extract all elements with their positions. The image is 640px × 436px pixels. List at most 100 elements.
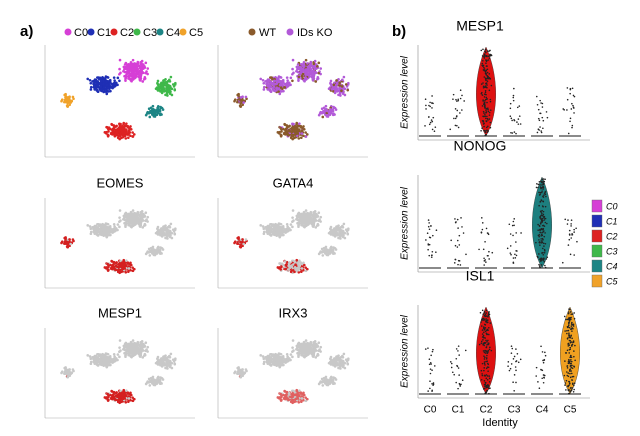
cell-point <box>131 76 134 79</box>
cell-point <box>127 215 130 218</box>
cell-point <box>241 95 244 98</box>
cell-point <box>342 236 345 239</box>
cell-point <box>332 106 335 109</box>
cell-point <box>432 251 434 253</box>
cell-point <box>107 76 110 79</box>
cell-point <box>280 353 283 356</box>
cell-point <box>148 254 151 257</box>
cell-point <box>293 137 296 140</box>
cell-point <box>263 362 266 365</box>
cell-point <box>131 266 134 269</box>
cell-point <box>123 66 126 69</box>
cell-point <box>488 55 490 57</box>
cell-point <box>291 356 294 359</box>
cell-point <box>483 76 485 78</box>
cell-point <box>543 120 545 122</box>
cell-point <box>294 128 297 131</box>
cell-point <box>278 352 281 355</box>
cell-point <box>300 270 303 273</box>
cell-point <box>241 368 244 371</box>
cell-point <box>323 247 326 250</box>
cell-point <box>300 392 303 395</box>
cell-point <box>165 227 168 230</box>
cell-point <box>539 100 541 102</box>
cell-point <box>129 392 132 395</box>
cell-point <box>485 74 487 76</box>
cell-point <box>431 95 433 97</box>
cell-point <box>485 130 487 132</box>
cell-point <box>123 345 126 348</box>
cell-point <box>312 221 315 224</box>
cell-point <box>128 397 131 400</box>
cell-point <box>297 355 300 358</box>
cell-point <box>106 133 109 136</box>
cell-point <box>488 59 490 61</box>
cell-point <box>106 398 109 401</box>
cell-point <box>141 66 144 69</box>
cell-point <box>106 268 109 271</box>
cell-point <box>263 232 266 235</box>
cell-point <box>519 115 521 117</box>
cell-point <box>455 222 457 224</box>
cell-point <box>110 86 113 89</box>
cell-point <box>312 342 315 345</box>
cell-point <box>97 223 100 226</box>
cell-point <box>146 216 149 219</box>
cell-point <box>286 223 289 226</box>
cell-point <box>341 355 344 358</box>
cell-point <box>279 393 282 396</box>
cell-point <box>61 370 64 373</box>
tsne-plot <box>45 45 195 157</box>
cell-point <box>319 216 322 219</box>
cell-point <box>516 121 518 123</box>
cell-point <box>122 122 125 125</box>
cell-point <box>339 236 342 239</box>
panel-label: b) <box>392 23 406 40</box>
cell-point <box>295 218 298 221</box>
cell-point <box>329 252 332 255</box>
cell-point <box>133 342 136 345</box>
cell-point <box>122 259 125 262</box>
cell-point <box>461 226 463 228</box>
cell-point <box>291 395 294 398</box>
cell-point <box>485 90 487 92</box>
tsne-plot <box>218 198 368 288</box>
cell-point <box>454 262 456 264</box>
cell-point <box>125 76 128 79</box>
cell-point <box>457 264 459 266</box>
cell-point <box>290 136 293 139</box>
cell-point <box>454 259 456 261</box>
cell-point <box>301 75 304 78</box>
cell-point <box>168 85 171 88</box>
cell-point <box>100 360 103 363</box>
cell-point <box>105 131 108 134</box>
cell-point <box>266 85 269 88</box>
cell-point <box>489 90 491 92</box>
cell-point <box>68 95 71 98</box>
cell-point <box>141 80 144 83</box>
cell-point <box>455 118 457 120</box>
cell-point <box>170 76 173 79</box>
cell-point <box>284 398 287 401</box>
tsne-plot <box>218 328 368 418</box>
cell-point <box>309 215 312 218</box>
cell-point <box>109 364 112 367</box>
cell-point <box>278 222 281 225</box>
cell-point <box>156 382 159 385</box>
cell-point <box>303 61 306 64</box>
cell-point <box>346 89 349 92</box>
cell-point <box>109 394 112 397</box>
cell-point <box>273 230 276 233</box>
cell-point <box>285 127 288 130</box>
cell-point <box>316 65 319 68</box>
cell-point <box>425 239 427 241</box>
cell-point <box>139 79 142 82</box>
cell-point <box>331 109 334 112</box>
cell-point <box>118 356 121 359</box>
cell-point <box>310 61 313 64</box>
cell-point <box>273 80 276 83</box>
cell-point <box>110 231 113 234</box>
cell-point <box>89 357 92 360</box>
cell-point <box>455 245 457 247</box>
cell-point <box>538 109 540 111</box>
